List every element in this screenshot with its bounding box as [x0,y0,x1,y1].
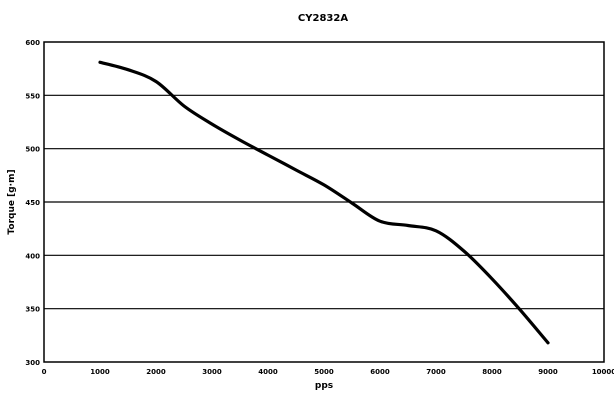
data-point [323,184,325,186]
y-tick-label: 550 [25,92,40,100]
y-tick-label: 350 [25,306,40,314]
y-tick-label: 500 [25,146,40,154]
y-tick-labels: 300 350 400 450 500 550 600 [25,39,40,367]
data-point [155,80,157,83]
x-tick-label: 9000 [538,368,558,376]
data-point [407,224,409,227]
x-tick-label: 5000 [314,368,334,376]
x-tick-label: 0 [42,368,47,376]
y-tick-label: 400 [25,252,40,260]
series-group [98,60,550,345]
chart-title: CY2832A [298,13,348,24]
x-axis-label: pps [315,381,333,391]
data-point [379,220,381,222]
data-point [239,139,241,141]
data-point [211,123,213,125]
data-point [127,68,129,71]
x-tick-label: 6000 [370,368,390,376]
x-tick-label: 2000 [146,368,166,376]
y-axis-label: Torque [g·m] [7,169,17,234]
data-point [491,278,493,280]
data-point [519,308,521,311]
data-point [295,169,297,171]
grid-lines [44,94,604,310]
data-point [267,154,269,156]
x-tick-label: 1000 [90,368,110,376]
y-tick-label: 600 [25,39,40,47]
x-tick-label: 3000 [202,368,222,376]
data-point [351,202,353,204]
x-tick-label: 8000 [482,368,502,376]
x-tick-label: 4000 [258,368,278,376]
y-tick-label: 450 [25,199,40,207]
x-tick-labels: 0 1000 2000 3000 4000 5000 6000 7000 8000 9000 100… [42,368,614,376]
x-tick-label: 7000 [426,368,446,376]
data-point [547,342,549,344]
data-point [99,61,101,64]
data-point [435,230,437,232]
data-point [463,250,465,252]
y-tick-label: 300 [25,359,40,367]
data-point [183,105,185,107]
x-tick-label: 10000 [592,368,614,376]
